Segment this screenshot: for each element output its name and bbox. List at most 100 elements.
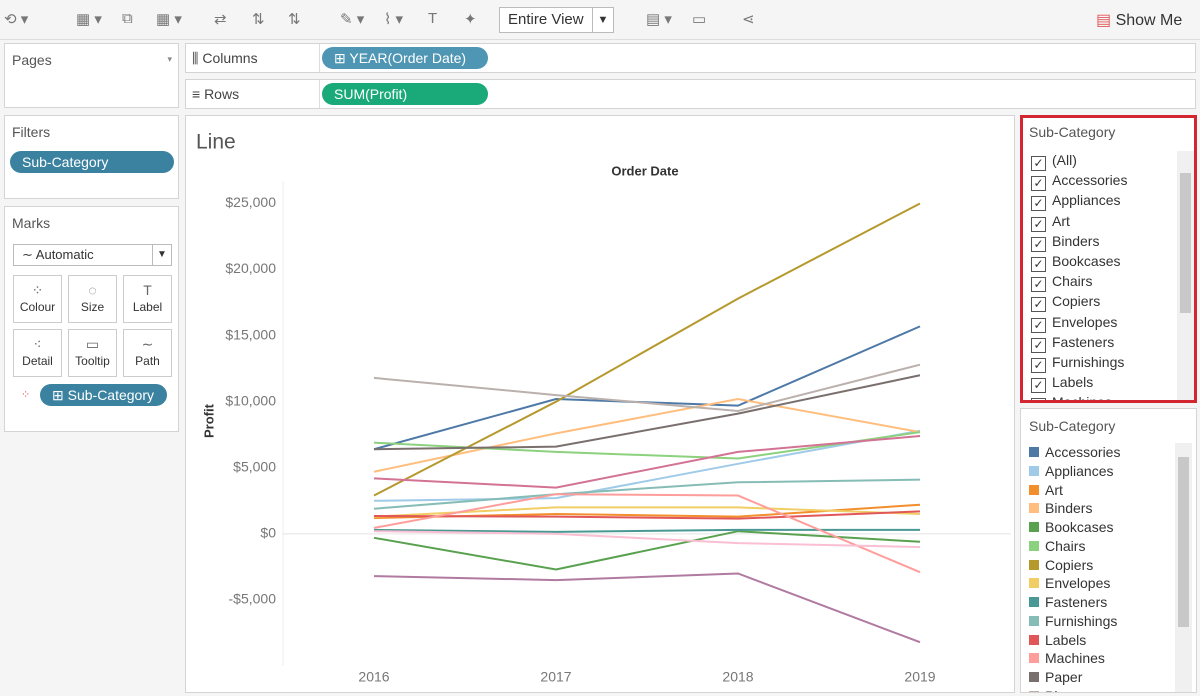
legend-item[interactable]: Furnishings [1029,612,1117,632]
dropdown-arrow: ▼ [592,8,613,32]
marks-pill[interactable]: ⊞ Sub-Category [40,384,167,406]
mark-button[interactable]: ◌ Size [68,275,117,323]
columns-shelf: ⫼ Columns ⊞ YEAR(Order Date) [185,43,1196,73]
swap-icon[interactable]: ⇄ [214,11,227,28]
mark-button[interactable]: ⁖ Detail [13,329,62,377]
scrollbar[interactable] [1177,151,1194,400]
legend-item[interactable]: Fasteners [1029,593,1107,613]
marks-title: Marks [12,215,51,231]
checkbox[interactable]: ✓ [1031,257,1046,272]
filter-item[interactable]: ✓ Appliances [1031,191,1121,212]
legend-item[interactable]: Machines [1029,649,1105,669]
checkbox[interactable]: ✓ [1031,196,1046,212]
share-icon[interactable]: ⋖ [742,11,755,28]
attach-icon[interactable]: ⌇ ▾ [384,11,404,28]
sort-desc-icon[interactable]: ⇅ [288,11,301,28]
x-tick-label: 2017 [540,669,571,685]
filter-item[interactable]: ✓ Labels [1031,373,1093,394]
mark-button[interactable]: ▭ Tooltip [68,329,117,377]
legend-item[interactable]: Phones [1029,687,1092,692]
filter-item[interactable]: ✓ Furnishings [1031,353,1124,373]
card-menu[interactable]: ▾ [167,54,172,64]
mark-button[interactable]: ⁘ Colour [13,275,62,323]
legend-item[interactable]: Bookcases [1029,518,1113,538]
checkbox[interactable]: ✓ [1031,358,1046,373]
duplicate-icon[interactable]: ⧉ [122,10,133,27]
checkbox[interactable]: ✓ [1031,378,1046,394]
chart-title: Line [196,131,236,154]
columns-pill[interactable]: ⊞ YEAR(Order Date) [322,47,488,69]
checkbox[interactable]: ✓ [1031,317,1046,333]
legend-item[interactable]: Accessories [1029,443,1120,463]
highlight-icon[interactable]: ✎ ▾ [340,11,365,28]
fit-dropdown[interactable]: Entire View ▼ [499,7,614,33]
series-line [373,530,921,571]
filter-item[interactable]: ✓ Accessories [1031,171,1127,192]
legend-item[interactable]: Copiers [1029,556,1093,576]
y-tick-label: $10,000 [225,392,276,408]
filter-pill[interactable]: Sub-Category [10,151,174,173]
mark-button[interactable]: ∼ Path [123,329,172,377]
text-icon[interactable]: T [428,10,438,27]
filter-item[interactable]: ✓ Binders [1031,232,1099,252]
filter-item[interactable]: ✓ Bookcases [1031,252,1120,272]
series-line [373,374,921,451]
mark-type-dropdown[interactable]: ∼ Automatic ▼ [13,244,172,266]
pin-icon[interactable]: ✦ [464,11,477,28]
checkbox[interactable]: ✓ [1031,236,1046,252]
filter-item[interactable]: ✓ Envelopes [1031,313,1117,333]
mark-button-icon: ∼ [141,336,154,352]
filter-item[interactable]: ✓ Machines [1031,393,1112,400]
mark-button-icon: ⁖ [33,336,42,352]
checkbox[interactable]: ✓ [1031,156,1046,171]
rows-label: ≡ Rows [192,86,240,102]
filter-item-label: Chairs [1052,273,1093,290]
rows-pill[interactable]: SUM(Profit) [322,83,488,105]
legend-item[interactable]: Art [1029,481,1063,501]
filter-item[interactable]: ✓ Art [1031,212,1070,232]
filter-item[interactable]: ✓ Copiers [1031,292,1101,313]
scrollbar[interactable] [1175,443,1192,692]
series-line [373,429,921,502]
legend-item[interactable]: Binders [1029,499,1092,519]
legend-label: Machines [1045,650,1105,667]
checkbox[interactable]: ✓ [1031,337,1046,353]
filter-item[interactable]: ✓ (All) [1031,151,1077,171]
checkbox[interactable]: ✓ [1031,277,1046,293]
sort-asc-icon[interactable]: ⇅ [252,11,265,28]
filter-card: Sub-Category ✓ (All) ✓ Accessories ✓ Applianc… [1020,115,1197,403]
mark-button[interactable]: T Label [123,275,172,323]
legend-label: Envelopes [1045,575,1111,592]
legend-item[interactable]: Chairs [1029,537,1085,557]
checkbox[interactable]: ✓ [1031,176,1046,192]
scroll-thumb[interactable] [1180,173,1191,313]
clear-icon[interactable]: ▦ ▾ [156,11,182,28]
y-tick-label: $15,000 [225,326,276,342]
legend-swatch [1029,559,1039,570]
filter-item-label: Fasteners [1052,333,1115,350]
legend-item[interactable]: Labels [1029,631,1086,651]
mark-button-label: Detail [22,354,53,368]
legend-item[interactable]: Appliances [1029,462,1114,482]
filter-item[interactable]: ✓ Chairs [1031,272,1093,293]
filters-title: Filters [12,124,51,140]
filter-list: ✓ (All) ✓ Accessories ✓ Appliances ✓ Art ✓ Binder… [1023,151,1175,400]
scroll-thumb[interactable] [1178,457,1189,627]
checkbox[interactable]: ✓ [1031,398,1046,400]
new-sheet-icon[interactable]: ▦ ▾ [76,11,102,28]
legend-swatch [1029,690,1039,692]
show-me-button[interactable]: ▤ Show Me [1096,12,1183,29]
cards-icon[interactable]: ▤ ▾ [646,11,672,28]
filter-item[interactable]: ✓ Fasteners [1031,333,1114,353]
series-line [373,202,921,497]
checkbox[interactable]: ✓ [1031,216,1046,232]
checkbox[interactable]: ✓ [1031,297,1046,313]
legend-item[interactable]: Envelopes [1029,574,1110,594]
legend-label: Chairs [1045,537,1086,554]
legend-item[interactable]: Paper [1029,668,1082,688]
filter-item-label: Copiers [1052,293,1101,310]
presentation-icon[interactable]: ▭ [692,11,707,28]
undo-icon[interactable]: ⟲ ▾ [4,11,29,28]
series-line [373,398,921,473]
y-tick-label: $25,000 [225,194,276,210]
